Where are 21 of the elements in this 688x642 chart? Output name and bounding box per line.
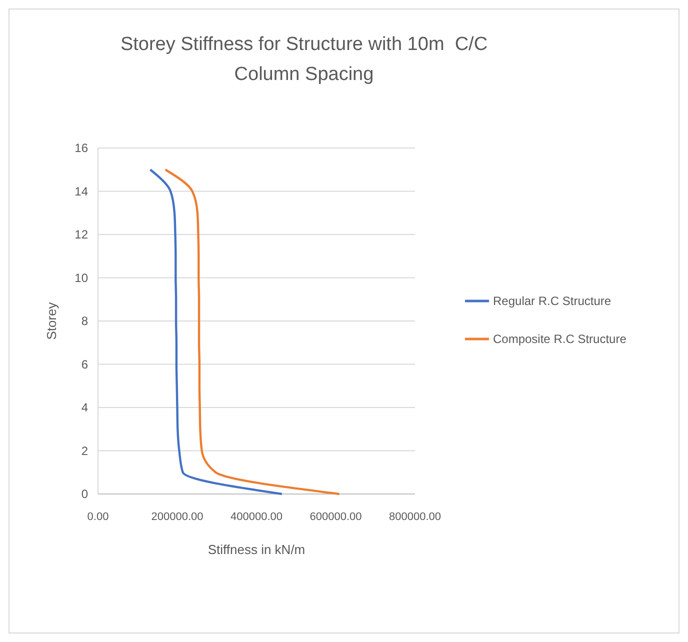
y-tick-label: 8 <box>81 314 88 328</box>
y-tick-label: 14 <box>74 184 88 198</box>
y-axis-title: Storey <box>44 302 59 340</box>
y-tick-label: 12 <box>74 228 88 242</box>
x-tick-label: 600000.00 <box>310 511 362 523</box>
legend-label: Regular R.C Structure <box>493 294 612 308</box>
y-tick-label: 0 <box>81 487 88 502</box>
x-tick-label: 800000.00 <box>389 511 441 523</box>
y-tick-label: 6 <box>81 357 88 372</box>
x-tick-label: 400000.00 <box>230 511 282 523</box>
y-tick-label: 2 <box>81 444 88 458</box>
x-tick-label: 0.00 <box>87 511 109 523</box>
line-series <box>164 168 340 496</box>
y-tick-label: 4 <box>81 400 88 415</box>
chart-title: Storey Stiffness for Structure with 10m C/C Column Spacing <box>120 34 488 85</box>
legend-label: Composite R.C Structure <box>493 332 627 346</box>
x-tick-label: 200000.00 <box>151 511 204 523</box>
y-tick-label: 10 <box>74 270 88 285</box>
x-axis-title: Stiffness in kN/m <box>208 542 306 557</box>
y-tick-label: 16 <box>74 141 88 156</box>
line-series <box>149 168 283 496</box>
